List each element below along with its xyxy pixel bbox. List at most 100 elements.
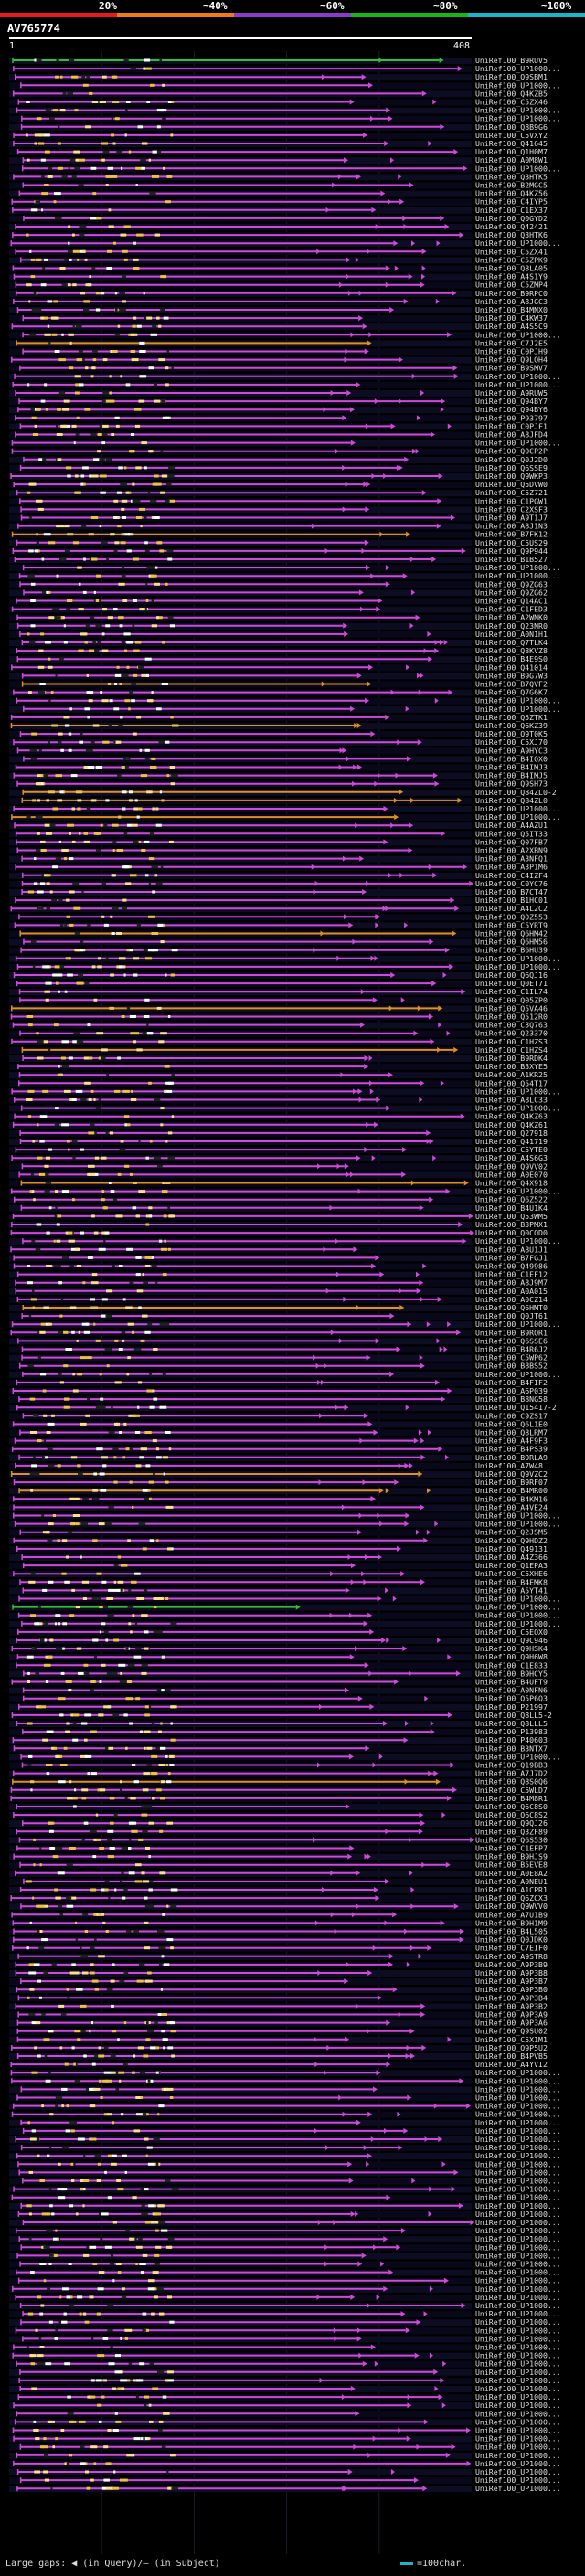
hit-label: UniRef100_B7FGJ1 bbox=[475, 1253, 548, 1262]
hit-mismatch-mark bbox=[136, 2379, 144, 2382]
hit-mismatch-mark bbox=[32, 1306, 35, 1309]
hit-mismatch-mark bbox=[58, 2196, 66, 2200]
hit-label: UniRef100_UP1000... bbox=[475, 2334, 561, 2343]
hit-mismatch-mark bbox=[165, 2179, 171, 2182]
hit-mismatch-mark bbox=[80, 1671, 86, 1675]
hit-mismatch-mark bbox=[160, 491, 165, 494]
hit-mismatch-mark bbox=[111, 932, 115, 935]
hit-mismatch-mark bbox=[97, 965, 102, 969]
hit-label: UniRef100_Q6KZ39 bbox=[475, 721, 548, 730]
hit-label: UniRef100_C7J2E5 bbox=[475, 338, 548, 347]
hit-mismatch-mark bbox=[45, 1182, 52, 1184]
hit-mismatch-mark bbox=[72, 1722, 77, 1725]
hit-mismatch-mark bbox=[80, 732, 83, 736]
gap-marker bbox=[344, 356, 348, 363]
hit-mismatch-mark bbox=[43, 2470, 48, 2474]
hit-mismatch-mark bbox=[120, 541, 126, 545]
hit-label: UniRef100_UP1000... bbox=[475, 1187, 561, 1196]
hit-mismatch-mark bbox=[112, 906, 119, 910]
hit-mismatch-mark bbox=[101, 433, 108, 436]
hit-mismatch-mark bbox=[158, 2429, 163, 2432]
hit-mismatch-mark bbox=[114, 673, 122, 677]
gap-marker bbox=[345, 482, 349, 488]
hit-arrow bbox=[423, 2419, 429, 2425]
hit-mismatch-mark bbox=[86, 1397, 90, 1401]
hit-mismatch-mark bbox=[133, 316, 137, 320]
gap-marker bbox=[321, 1887, 325, 1892]
hit-label: UniRef100_C5ZMP4 bbox=[475, 281, 548, 290]
hit-mismatch-mark bbox=[123, 865, 130, 869]
hit-arrow bbox=[356, 2119, 361, 2125]
hit-mismatch-mark bbox=[111, 75, 116, 79]
hit-mismatch-mark bbox=[128, 1871, 135, 1875]
hit-mismatch-mark bbox=[122, 1298, 126, 1301]
hit-mismatch-mark bbox=[139, 1963, 145, 1966]
hit-mismatch-mark bbox=[161, 399, 166, 403]
hit-mismatch-mark bbox=[106, 1597, 114, 1600]
hit-mismatch-mark bbox=[142, 1273, 145, 1277]
hit-mismatch-mark bbox=[59, 109, 65, 112]
hit-mismatch-mark bbox=[50, 691, 54, 694]
hit-mismatch-mark bbox=[44, 823, 51, 827]
gap-marker bbox=[421, 1861, 426, 1868]
hit-mismatch-mark bbox=[108, 225, 114, 228]
hit-mismatch-mark bbox=[142, 1829, 148, 1833]
hit-mismatch-mark bbox=[166, 1821, 174, 1825]
hit-label: UniRef100_A9P3B2 bbox=[475, 2001, 548, 2010]
gap-marker bbox=[330, 1870, 335, 1876]
hit-label: UniRef100_C0PJH9 bbox=[475, 347, 548, 356]
hit-mismatch-mark bbox=[144, 840, 150, 843]
hit-arrow bbox=[345, 2036, 350, 2042]
hit-mismatch-mark bbox=[144, 1497, 151, 1500]
hit-mismatch-mark bbox=[126, 1373, 130, 1376]
hit-mismatch-mark bbox=[129, 1821, 137, 1825]
hit-mismatch-mark bbox=[144, 2403, 147, 2407]
gap-marker bbox=[352, 938, 356, 945]
hit-mismatch-mark bbox=[99, 1472, 105, 1476]
hit-label: UniRef100_UP1000... bbox=[475, 2284, 561, 2294]
hit-mismatch-mark bbox=[129, 1172, 133, 1176]
hit-mismatch-mark bbox=[109, 699, 113, 703]
gap-marker bbox=[432, 1155, 437, 1161]
hit-mismatch-mark bbox=[83, 1671, 90, 1675]
gap-marker bbox=[377, 1512, 381, 1519]
hit-mismatch-mark bbox=[149, 192, 156, 196]
hit-mismatch-mark bbox=[103, 823, 108, 827]
hit-mismatch-mark bbox=[144, 1904, 152, 1908]
hit-mismatch-mark bbox=[68, 225, 71, 228]
hit-mismatch-mark bbox=[55, 1847, 63, 1850]
hit-mismatch-mark bbox=[44, 150, 50, 154]
hit-label: UniRef100_A0E070 bbox=[475, 1170, 548, 1179]
hit-arrow bbox=[418, 1829, 423, 1835]
hit-mismatch-mark bbox=[31, 732, 37, 736]
hit-label: UniRef100_Q4KZ61 bbox=[475, 1120, 548, 1129]
hit-mismatch-mark bbox=[55, 857, 62, 861]
hit-mismatch-mark bbox=[147, 1322, 153, 1326]
gap-marker bbox=[325, 207, 330, 213]
hit-mismatch-mark bbox=[124, 2328, 133, 2332]
hit-mismatch-mark bbox=[33, 1838, 37, 1841]
hit-mismatch-mark bbox=[61, 1572, 67, 1575]
hit-mismatch-mark bbox=[67, 973, 73, 977]
hit-mismatch-mark bbox=[124, 533, 131, 536]
hit-mismatch-mark bbox=[33, 1863, 36, 1867]
hit-mismatch-mark bbox=[80, 2179, 84, 2182]
hit-mismatch-mark bbox=[145, 1214, 153, 1218]
hit-label: UniRef100_UP1000... bbox=[475, 2317, 561, 2327]
hit-mismatch-mark bbox=[111, 2162, 117, 2166]
hit-mismatch-mark bbox=[112, 840, 117, 843]
hit-arrow bbox=[439, 58, 444, 63]
gap-marker bbox=[316, 2294, 321, 2300]
hit-mismatch-mark bbox=[145, 1847, 150, 1850]
hit-mismatch-mark bbox=[89, 2104, 96, 2108]
hit-mismatch-mark bbox=[137, 665, 144, 669]
hit-mismatch-mark bbox=[105, 1930, 109, 1933]
hit-mismatch-mark bbox=[165, 582, 168, 586]
gap-marker bbox=[441, 1812, 446, 1818]
hit-mismatch-mark bbox=[69, 1847, 76, 1850]
hit-mismatch-mark bbox=[37, 2137, 40, 2141]
hit-mismatch-mark bbox=[63, 1364, 69, 1368]
hit-label: UniRef100_A5YT41 bbox=[475, 1585, 548, 1595]
hit-mismatch-mark bbox=[152, 2271, 159, 2274]
hit-label: UniRef100_UP1000... bbox=[475, 1752, 561, 1761]
